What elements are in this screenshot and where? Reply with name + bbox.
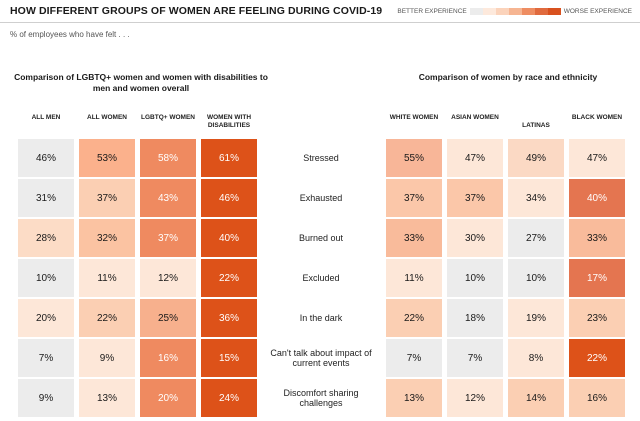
heatmap-cell: 58%	[140, 139, 196, 177]
legend-better-label: BETTER EXPERIENCE	[397, 8, 467, 15]
heatmap-cell: 13%	[386, 379, 442, 417]
column-header: WHITE WOMEN	[389, 114, 439, 121]
column-header: LATINAS	[522, 122, 550, 129]
heatmap-cell: 47%	[569, 139, 625, 177]
heatmap-cell: 16%	[569, 379, 625, 417]
heatmap-cell: 40%	[569, 179, 625, 217]
column-header: BLACK WOMEN	[571, 114, 623, 121]
heatmap-cell: 43%	[140, 179, 196, 217]
column-header: WOMEN WITH DISABILITIES	[206, 114, 252, 129]
heatmap-cell: 46%	[18, 139, 74, 177]
heatmap-cell: 11%	[386, 259, 442, 297]
row-label: Can't talk about impact of current event…	[270, 347, 372, 369]
section-title: Comparison of LGBTQ+ women and women wit…	[14, 72, 268, 93]
heatmap-cell: 7%	[386, 339, 442, 377]
legend-swatch	[495, 8, 509, 15]
heatmap-cell: 25%	[140, 299, 196, 337]
heatmap-cell: 33%	[569, 219, 625, 257]
row-label: Stressed	[303, 152, 339, 163]
row-label: Burned out	[298, 232, 344, 243]
heatmap-cell: 8%	[508, 339, 564, 377]
heatmap-cell: 9%	[18, 379, 74, 417]
heatmap-cell: 32%	[79, 219, 135, 257]
heatmap-cell: 28%	[18, 219, 74, 257]
heatmap-cell: 34%	[508, 179, 564, 217]
heatmap-cell: 17%	[569, 259, 625, 297]
heatmap-cell: 22%	[79, 299, 135, 337]
heatmap-cell: 37%	[447, 179, 503, 217]
heatmap-cell: 23%	[569, 299, 625, 337]
heatmap-cell: 53%	[79, 139, 135, 177]
row-label: Discomfort sharing challenges	[283, 387, 359, 409]
heatmap-cell: 37%	[140, 219, 196, 257]
heatmap-cell: 15%	[201, 339, 257, 377]
legend-swatch	[469, 8, 483, 15]
legend-swatch	[508, 8, 522, 15]
legend-swatch	[521, 8, 535, 15]
column-header: ALL WOMEN	[87, 114, 127, 121]
chart-subtitle: % of employees who have felt . . .	[10, 30, 130, 39]
row-label: Exhausted	[299, 192, 343, 203]
legend-swatch	[547, 8, 561, 15]
heatmap-cell: 10%	[18, 259, 74, 297]
heatmap-cell: 49%	[508, 139, 564, 177]
heatmap-cell: 22%	[386, 299, 442, 337]
legend-worse-label: WORSE EXPERIENCE	[563, 8, 632, 15]
heatmap-cell: 22%	[569, 339, 625, 377]
legend: BETTER EXPERIENCE WORSE EXPERIENCE	[397, 8, 632, 15]
heatmap-cell: 24%	[201, 379, 257, 417]
heatmap-cell: 18%	[447, 299, 503, 337]
heatmap-cell: 9%	[79, 339, 135, 377]
heatmap-cell: 7%	[18, 339, 74, 377]
header-divider	[0, 22, 640, 23]
heatmap-cell: 61%	[201, 139, 257, 177]
heatmap-cell: 12%	[447, 379, 503, 417]
heatmap-cell: 11%	[79, 259, 135, 297]
column-header: ALL MEN	[31, 114, 61, 121]
heatmap-cell: 33%	[386, 219, 442, 257]
legend-swatch	[534, 8, 548, 15]
heatmap-cell: 7%	[447, 339, 503, 377]
heatmap-cell: 22%	[201, 259, 257, 297]
column-header: LGBTQ+ WOMEN	[141, 114, 195, 121]
row-label: In the dark	[299, 312, 343, 323]
column-header: ASIAN WOMEN	[451, 114, 499, 121]
heatmap-cell: 27%	[508, 219, 564, 257]
heatmap-cell: 12%	[140, 259, 196, 297]
heatmap-cell: 36%	[201, 299, 257, 337]
row-label: Excluded	[302, 272, 340, 283]
heatmap-cell: 10%	[508, 259, 564, 297]
legend-swatch	[482, 8, 496, 15]
heatmap-cell: 20%	[18, 299, 74, 337]
legend-swatches	[469, 8, 561, 15]
heatmap-cell: 20%	[140, 379, 196, 417]
section-title: Comparison of women by race and ethnicit…	[418, 72, 598, 82]
heatmap-cell: 47%	[447, 139, 503, 177]
heatmap-cell: 40%	[201, 219, 257, 257]
heatmap-cell: 31%	[18, 179, 74, 217]
heatmap-cell: 37%	[386, 179, 442, 217]
heatmap-cell: 10%	[447, 259, 503, 297]
heatmap-cell: 37%	[79, 179, 135, 217]
heatmap-cell: 46%	[201, 179, 257, 217]
heatmap-cell: 55%	[386, 139, 442, 177]
heatmap-cell: 19%	[508, 299, 564, 337]
heatmap-cell: 13%	[79, 379, 135, 417]
chart-title: HOW DIFFERENT GROUPS OF WOMEN ARE FEELIN…	[10, 5, 383, 17]
heatmap-cell: 30%	[447, 219, 503, 257]
heatmap-cell: 14%	[508, 379, 564, 417]
heatmap-cell: 16%	[140, 339, 196, 377]
